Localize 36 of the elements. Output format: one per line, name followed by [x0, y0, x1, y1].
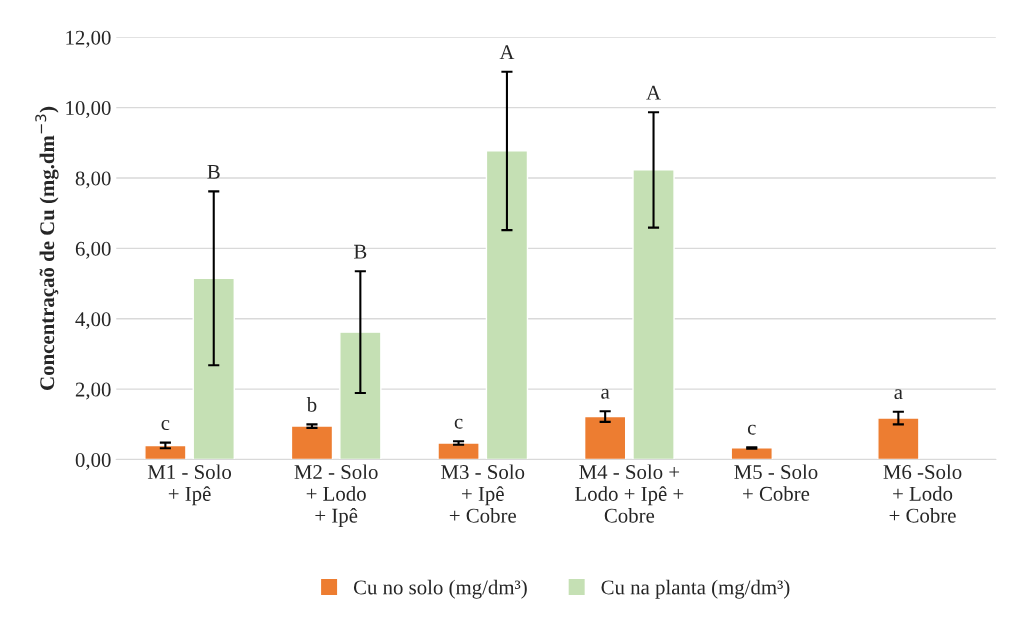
annotation: B [207, 164, 220, 179]
annotation: B [354, 244, 367, 259]
y-tick-label: 6,00 [75, 241, 111, 259]
y-axis-title: Concentraçaõ de Cu (mg.dm$^{−3}$) [35, 106, 59, 390]
annotation: b [306, 397, 317, 412]
y-tick-label: 10,00 [66, 101, 111, 119]
annotation: a [601, 388, 610, 399]
bar [339, 331, 382, 460]
bar [485, 150, 529, 460]
x-tick-label: M2 - Solo + Lodo + Ipê [294, 464, 378, 527]
bar [192, 277, 235, 460]
y-tick-label: 4,00 [75, 312, 111, 330]
x-tick-label: M6 -Solo + Lodo + Cobre [883, 464, 962, 523]
x-tick-label: M1 - Solo + Ipê [147, 464, 232, 506]
annotation: A [499, 45, 515, 59]
y-tick-label: 12,00 [66, 30, 111, 48]
y-tick-label: 0,00 [75, 452, 111, 470]
annotation: A [646, 85, 661, 100]
y-tick-label: 2,00 [75, 382, 111, 400]
bar [632, 169, 675, 460]
bar [144, 444, 187, 460]
x-tick-label: M4 - Solo + Lodo + Ipê + Cobre [575, 464, 684, 523]
x-tick-label: M3 - Solo + Ipê + Cobre [441, 464, 525, 523]
annotation: c [161, 420, 170, 431]
legend-label: Cu na planta (mg/dm³) [601, 579, 790, 599]
bar [583, 415, 627, 460]
bar [730, 447, 773, 460]
x-tick-label: M5 - Solo + Cobre [734, 464, 818, 501]
legend-label: Cu no solo (mg/dm³) [353, 579, 527, 599]
bar [877, 417, 920, 460]
bar [437, 442, 480, 460]
annotation: c [747, 424, 756, 435]
annotation: c [454, 418, 463, 429]
annotation: a [894, 389, 903, 400]
y-tick-label: 8,00 [75, 171, 111, 189]
bar [290, 425, 334, 460]
